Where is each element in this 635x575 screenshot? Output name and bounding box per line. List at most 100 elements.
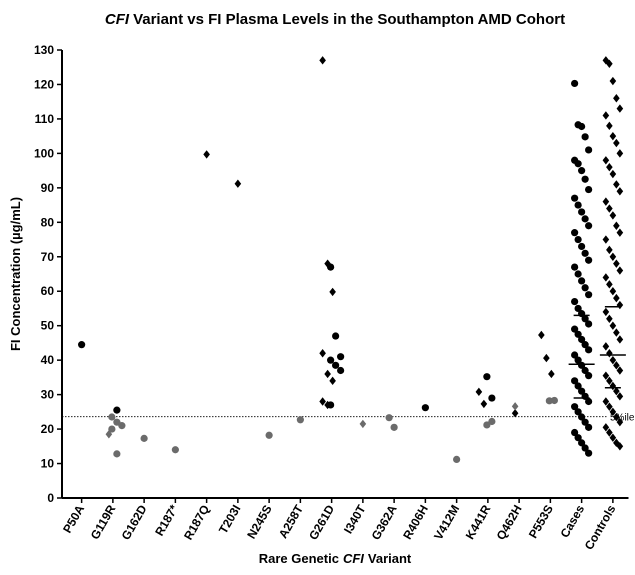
point xyxy=(548,369,555,379)
x-tick-label: P553S xyxy=(526,503,556,541)
point xyxy=(574,434,582,442)
y-tick-label: 70 xyxy=(41,250,55,264)
point xyxy=(234,179,242,188)
point xyxy=(616,187,624,196)
y-tick-label: 30 xyxy=(41,388,55,402)
point xyxy=(616,300,624,310)
point xyxy=(581,284,589,292)
point xyxy=(606,428,613,437)
point xyxy=(571,351,579,359)
point xyxy=(606,376,613,386)
point xyxy=(319,349,326,358)
x-axis-label: Rare Genetic CFI Variant xyxy=(259,551,412,566)
x-tick-label: Controls xyxy=(582,502,619,552)
point xyxy=(324,369,331,379)
point xyxy=(421,404,429,412)
point xyxy=(581,444,589,452)
x-tick-label: G261D xyxy=(306,502,337,542)
point xyxy=(602,56,610,65)
point xyxy=(609,252,617,261)
point xyxy=(613,412,620,422)
point xyxy=(203,150,210,159)
point xyxy=(480,399,488,409)
point xyxy=(613,180,620,189)
point xyxy=(616,366,624,375)
point xyxy=(581,175,589,183)
point xyxy=(609,433,617,442)
point xyxy=(359,419,367,429)
point xyxy=(585,185,593,194)
y-tick-label: 10 xyxy=(41,457,55,471)
point xyxy=(296,416,304,424)
point xyxy=(581,315,589,323)
point xyxy=(613,138,620,148)
point xyxy=(581,341,589,349)
point xyxy=(574,235,582,244)
point xyxy=(571,229,579,237)
point xyxy=(108,413,116,421)
point xyxy=(616,392,624,401)
point xyxy=(613,293,620,303)
point xyxy=(606,162,613,172)
y-tick-label: 90 xyxy=(41,181,55,195)
point xyxy=(574,201,582,209)
point xyxy=(574,270,582,278)
x-tick-label: Q462H xyxy=(494,503,525,543)
y-tick-label: 60 xyxy=(41,284,55,298)
point xyxy=(585,346,593,354)
point xyxy=(578,387,586,395)
point xyxy=(538,330,545,340)
title-rest: Variant vs FI Plasma Levels in the South… xyxy=(133,11,565,28)
point xyxy=(606,280,613,289)
point xyxy=(602,342,610,351)
point xyxy=(571,377,579,385)
point xyxy=(578,361,586,369)
point xyxy=(609,381,617,391)
point xyxy=(602,371,610,380)
point xyxy=(578,242,586,251)
point xyxy=(613,94,620,103)
point xyxy=(585,397,593,406)
point xyxy=(613,221,620,230)
point xyxy=(574,356,582,364)
point xyxy=(602,111,610,120)
point xyxy=(578,335,586,344)
y-tick-label: 120 xyxy=(34,77,54,91)
point xyxy=(602,197,610,206)
point xyxy=(581,133,589,141)
point xyxy=(105,430,113,439)
x-tick-label: Cases xyxy=(557,502,587,540)
point xyxy=(606,204,613,213)
point xyxy=(578,413,586,421)
point xyxy=(385,414,393,422)
point xyxy=(606,402,613,411)
xlabel-before: Rare Genetic xyxy=(259,551,339,566)
point xyxy=(602,273,610,282)
x-tick-label: R187* xyxy=(152,502,181,538)
xlabel-after: Variant xyxy=(368,551,412,566)
point xyxy=(609,131,617,141)
y-tick-label: 100 xyxy=(34,146,54,160)
point xyxy=(606,314,613,323)
point xyxy=(609,407,617,417)
point xyxy=(609,211,617,220)
x-tick-label: K441R xyxy=(463,502,494,542)
point xyxy=(585,146,593,154)
point xyxy=(606,121,613,131)
point xyxy=(327,356,335,364)
x-tick-label: V412M xyxy=(431,503,462,543)
point xyxy=(332,332,340,340)
point xyxy=(324,400,331,410)
point xyxy=(550,396,558,405)
point xyxy=(329,376,336,386)
point xyxy=(329,287,336,297)
point xyxy=(585,291,593,299)
point xyxy=(571,325,579,333)
point xyxy=(585,320,593,328)
y-tick-label: 80 xyxy=(41,215,55,229)
point xyxy=(613,438,620,448)
point xyxy=(574,304,582,313)
point xyxy=(571,194,579,202)
point xyxy=(609,76,617,86)
